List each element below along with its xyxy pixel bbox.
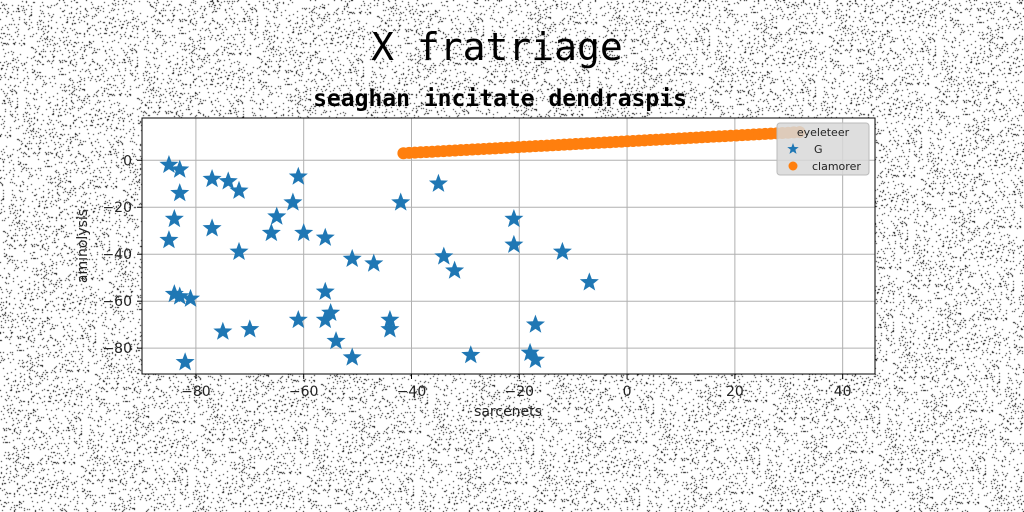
x-tick-label: −20 xyxy=(505,384,535,400)
y-tick-label: −20 xyxy=(102,200,132,216)
figure-suptitle: X fratriage xyxy=(371,25,623,69)
y-tick-label: 0 xyxy=(123,153,132,169)
x-tick-label: −40 xyxy=(397,384,427,400)
legend-circle xyxy=(789,162,798,171)
x-tick-label: 0 xyxy=(623,384,632,400)
legend: eyeleteer G clamorer xyxy=(777,123,869,175)
x-axis-label: sarcenets xyxy=(474,404,542,420)
x-tick-label: 40 xyxy=(834,384,852,400)
y-tick-label: −80 xyxy=(102,341,132,357)
y-tick-label: −40 xyxy=(102,247,132,263)
x-axis-ticks: −80 −60 −40 −20 0 20 40 xyxy=(181,374,851,400)
legend-title: eyeleteer xyxy=(797,126,850,139)
x-tick-label: −60 xyxy=(289,384,319,400)
y-tick-label: −60 xyxy=(102,294,132,310)
y-axis-ticks: 0 −20 −40 −60 −80 xyxy=(102,153,142,357)
x-tick-label: 20 xyxy=(726,384,744,400)
x-tick-label: −80 xyxy=(181,384,211,400)
y-axis-label: aminolysis xyxy=(75,209,91,283)
legend-label-clamorer: clamorer xyxy=(812,160,861,173)
chart-title: seaghan incitate dendraspis xyxy=(313,86,687,112)
legend-marker-clamorer xyxy=(789,162,798,171)
plot-area xyxy=(142,118,875,374)
legend-label-g: G xyxy=(814,143,823,156)
